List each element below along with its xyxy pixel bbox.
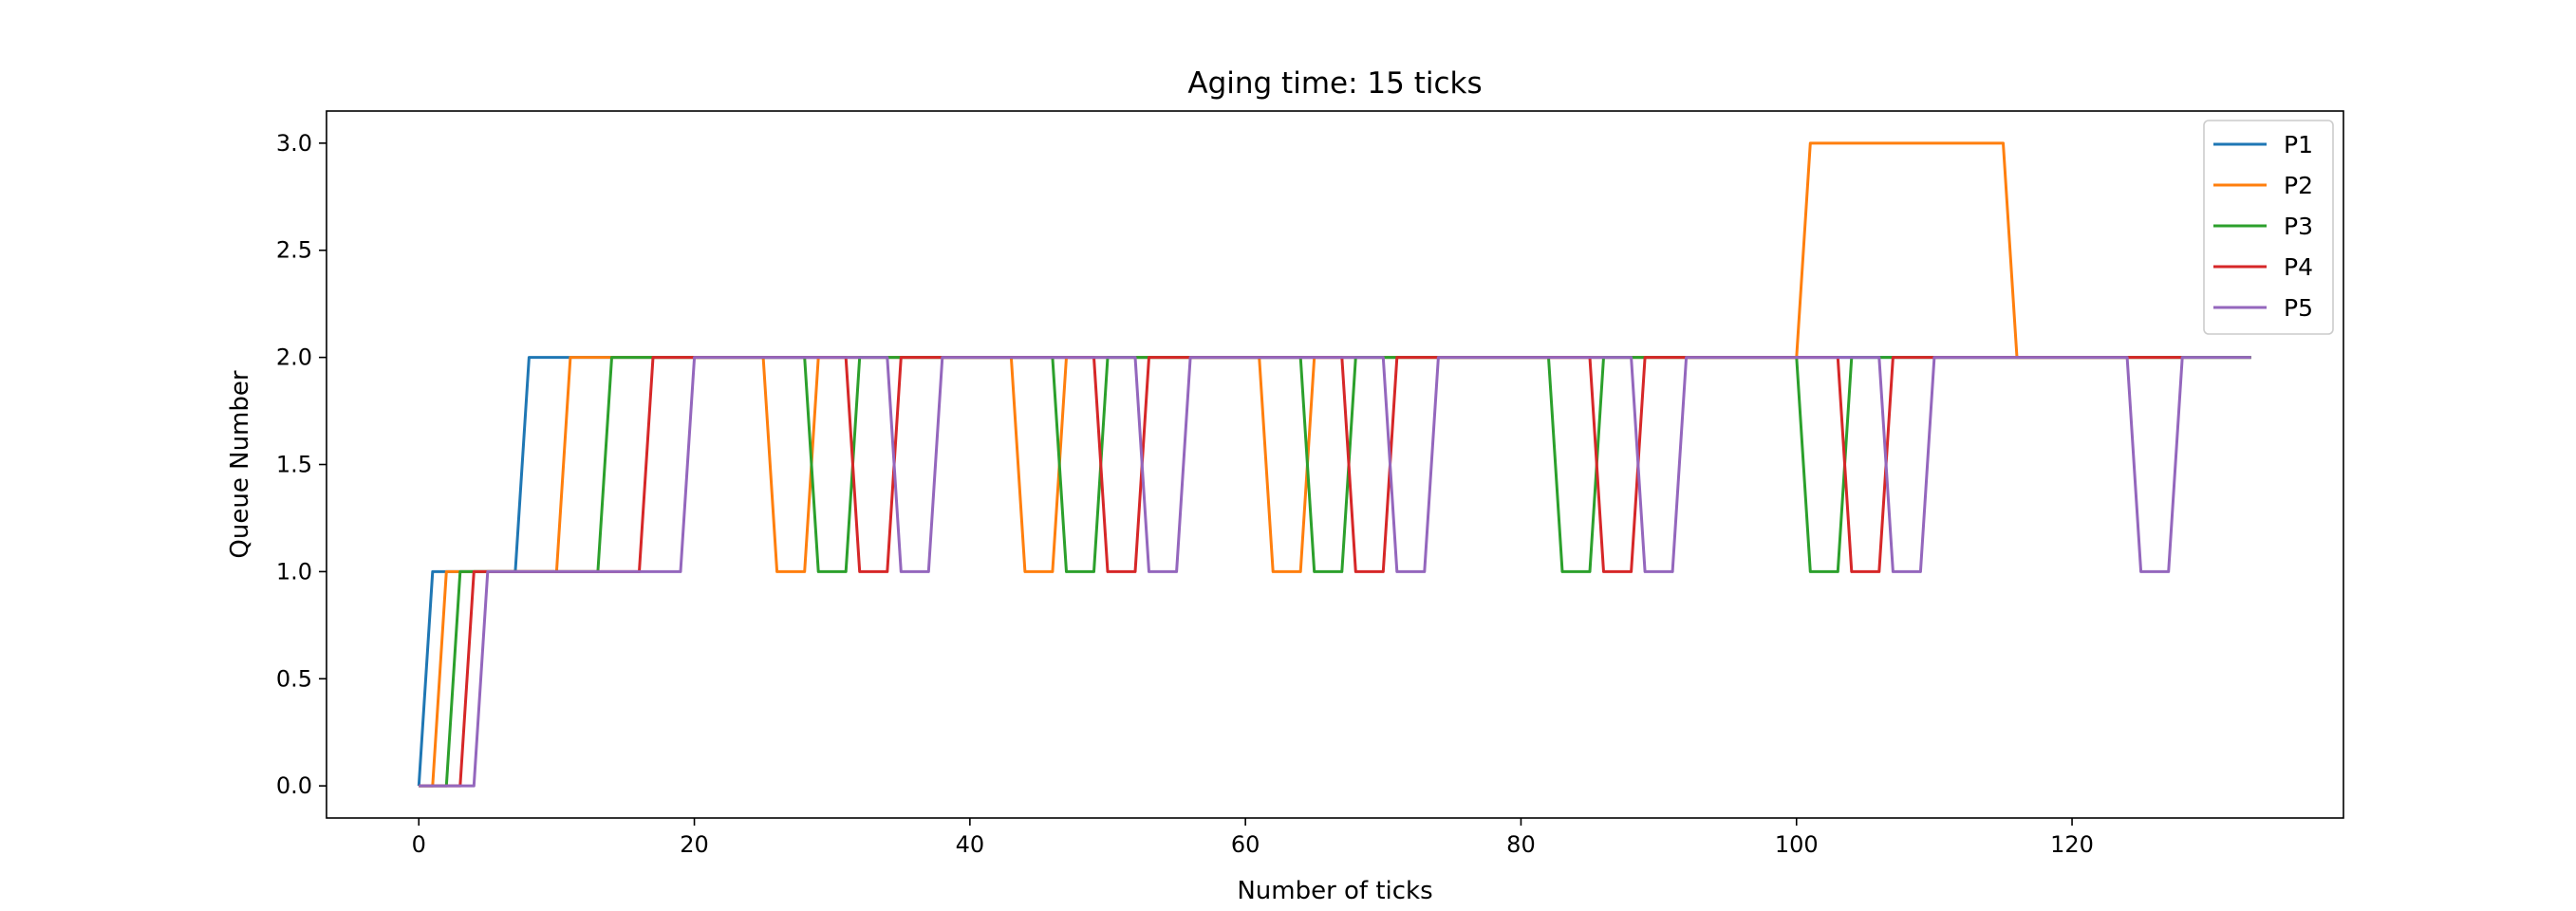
legend-label-p5: P5 bbox=[2284, 294, 2313, 322]
legend-box bbox=[2203, 120, 2334, 335]
x-tick-label: 20 bbox=[680, 831, 709, 858]
series-lines bbox=[417, 141, 2251, 788]
legend-label-p3: P3 bbox=[2284, 213, 2313, 240]
y-tick-label: 2.0 bbox=[276, 344, 312, 371]
y-tick-label: 1.5 bbox=[276, 452, 312, 478]
x-tick-label: 100 bbox=[1775, 831, 1819, 858]
x-tick-label: 80 bbox=[1506, 831, 1536, 858]
y-tick-label: 2.5 bbox=[276, 237, 312, 264]
x-axis: 0 20 40 60 80 100 120 bbox=[412, 818, 2094, 858]
y-tick-label: 0.5 bbox=[276, 665, 312, 692]
plot-area bbox=[327, 111, 2343, 818]
legend: P1 P2 P3 P4 P5 bbox=[2203, 120, 2334, 335]
y-tick-label: 0.0 bbox=[276, 772, 312, 799]
y-axis-title: Queue Number bbox=[226, 370, 254, 558]
x-tick-label: 40 bbox=[956, 831, 985, 858]
series-line-p2 bbox=[419, 141, 2251, 788]
y-tick-label: 3.0 bbox=[276, 130, 312, 157]
chart-title: Aging time: 15 ticks bbox=[1187, 66, 1482, 101]
y-axis: 0.0 0.5 1.0 1.5 2.0 2.5 3.0 bbox=[276, 130, 327, 799]
x-axis-title: Number of ticks bbox=[1237, 877, 1432, 905]
x-tick-label: 0 bbox=[412, 831, 426, 858]
legend-label-p1: P1 bbox=[2284, 131, 2313, 158]
legend-label-p4: P4 bbox=[2284, 253, 2313, 281]
x-tick-label: 120 bbox=[2050, 831, 2094, 858]
series-line-p5 bbox=[419, 356, 2251, 788]
y-tick-label: 1.0 bbox=[276, 558, 312, 585]
legend-label-p2: P2 bbox=[2284, 172, 2313, 199]
x-tick-label: 60 bbox=[1231, 831, 1260, 858]
